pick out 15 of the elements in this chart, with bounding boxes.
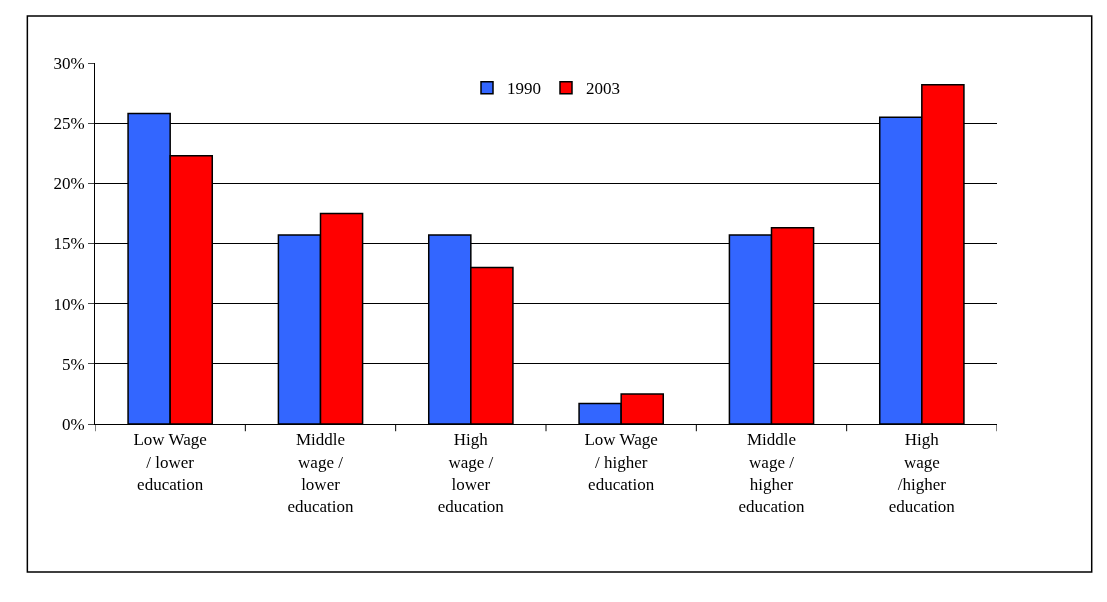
x-tick-label: Low Wage / lower education (133, 430, 207, 494)
y-tick-label: 10% (53, 294, 85, 314)
legend-label: 2003 (586, 79, 620, 99)
x-tick-label: Low Wage / higher education (584, 430, 658, 494)
y-tick-label: 15% (53, 234, 85, 254)
y-tick-label: 30% (53, 53, 85, 73)
y-tick-label: 20% (53, 174, 85, 194)
x-tick-label: High wage /higher education (888, 430, 956, 516)
legend-label: 1990 (507, 79, 541, 99)
x-tick-label: Middle wage / lower education (287, 430, 355, 516)
x-tick-label: Middle wage / higher education (738, 430, 806, 516)
y-tick-label: 0% (61, 414, 85, 434)
y-tick-label: 5% (61, 354, 85, 374)
y-tick-label: 25% (53, 114, 85, 134)
x-tick-label: High wage / lower education (437, 430, 505, 516)
